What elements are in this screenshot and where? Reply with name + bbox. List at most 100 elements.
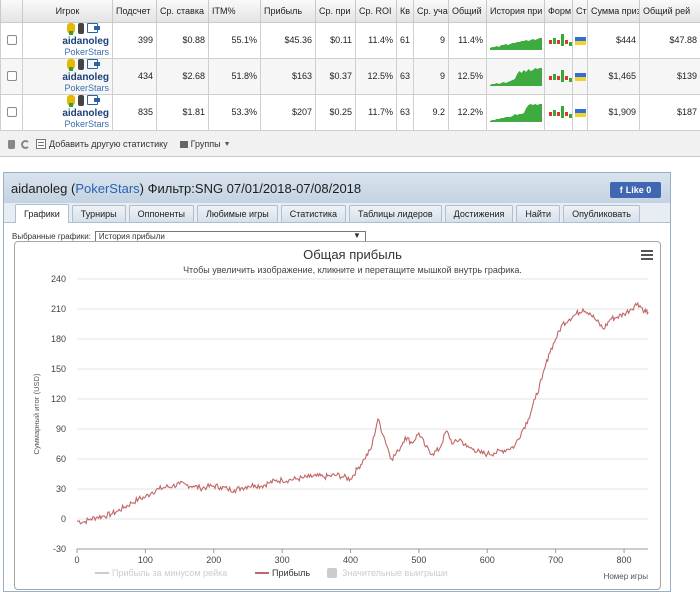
cell-rake: $47.88 <box>639 21 700 59</box>
legend-item[interactable]: Прибыль за минусом рейка <box>112 568 227 578</box>
column-header[interactable]: Форм <box>544 0 573 23</box>
cell-itm: 55.1% <box>208 21 261 59</box>
profit-history-sparkline <box>490 104 542 122</box>
column-header[interactable]: Общий рей <box>639 0 700 23</box>
network-link[interactable]: PokerStars <box>64 83 109 93</box>
profit-history-sparkline <box>490 68 542 86</box>
groups-dropdown[interactable]: Группы ▼ <box>179 139 231 149</box>
tab-3[interactable]: Оппоненты <box>128 205 194 222</box>
export-icon[interactable] <box>87 23 100 33</box>
profit-chart[interactable]: Общая прибыль Чтобы увеличить изображение… <box>15 242 660 589</box>
tab-8[interactable]: Найти <box>516 205 561 222</box>
cell-avg-profit: $0.25 <box>315 93 356 131</box>
column-header[interactable]: История при <box>486 0 545 23</box>
cell-avg-stake: $1.81 <box>156 93 209 131</box>
cell-total-roi: 11.4% <box>448 21 487 59</box>
column-header[interactable]: Ср. при <box>315 0 356 23</box>
column-header[interactable]: Сумма приз <box>587 0 640 23</box>
stats-panel: Игрок Подсчет Ср. ставка ITM% Прибыль Ср… <box>0 0 700 157</box>
ukraine-flag-icon <box>574 108 586 117</box>
column-header[interactable]: Ср. ставка <box>156 0 209 23</box>
flag-cell <box>572 57 588 95</box>
flag-cell <box>572 21 588 59</box>
facebook-like-button[interactable]: f Like 0 <box>610 182 661 198</box>
flag-cell <box>572 93 588 131</box>
profit-history-sparkline-cell <box>486 57 545 95</box>
legend-item[interactable]: Прибыль <box>272 568 310 578</box>
add-stats-label: Добавить другую статистику <box>49 139 168 149</box>
tab-7[interactable]: Достижения <box>444 205 514 222</box>
column-header[interactable]: ITM% <box>208 0 261 23</box>
form-indicator <box>549 70 572 82</box>
form-bar <box>561 34 564 46</box>
refresh-icon[interactable] <box>21 139 30 149</box>
cell-itm: 51.8% <box>208 57 261 95</box>
player-cell: aidanoleg PokerStars <box>22 93 113 131</box>
table-row[interactable]: aidanoleg PokerStars 835 $1.81 53.3% $207 $0… <box>0 93 700 131</box>
column-header[interactable]: Игрок <box>22 0 113 23</box>
export-icon[interactable] <box>87 95 100 105</box>
form-bar <box>565 112 568 116</box>
row-checkbox[interactable] <box>6 71 17 82</box>
column-header[interactable]: Ст <box>572 0 588 23</box>
form-bar <box>549 76 552 80</box>
row-checkbox[interactable] <box>6 107 17 118</box>
tab-1[interactable]: Графики <box>15 204 69 223</box>
tab-5[interactable]: Статистика <box>280 205 347 222</box>
table-row[interactable]: aidanoleg PokerStars 399 $0.88 55.1% $45.36… <box>0 21 700 59</box>
chart-container[interactable]: Общая прибыль Чтобы увеличить изображение… <box>14 241 661 590</box>
cell-avg-roi: 12.5% <box>355 57 397 95</box>
player-name-link[interactable]: aidanoleg <box>62 108 109 119</box>
network-link[interactable]: PokerStars <box>64 119 109 129</box>
profit-history-sparkline-cell <box>486 21 545 59</box>
trash-icon[interactable] <box>8 139 15 149</box>
tab-4[interactable]: Любимые игры <box>196 205 278 222</box>
cell-prize-sum: $1,465 <box>587 57 640 95</box>
chart-selector[interactable]: История прибыли ▼ <box>94 230 366 242</box>
facebook-like-label: Like 0 <box>625 185 652 195</box>
tab-9[interactable]: Опубликовать <box>563 205 640 222</box>
chart-subtitle: Чтобы увеличить изображение, кликните и … <box>183 265 522 275</box>
column-header[interactable]: Ср. ROI <box>355 0 397 23</box>
form-bar <box>565 40 568 44</box>
table-row[interactable]: aidanoleg PokerStars 434 $2.68 51.8% $163 $0… <box>0 57 700 95</box>
player-name-link[interactable]: aidanoleg <box>62 72 109 83</box>
cell-count: 434 <box>112 57 157 95</box>
column-header[interactable]: Прибыль <box>260 0 316 23</box>
chart-title: Общая прибыль <box>303 247 402 262</box>
facebook-icon: f <box>619 185 623 195</box>
cell-rake: $139 <box>639 57 700 95</box>
x-tick-label: 500 <box>411 555 426 565</box>
column-header[interactable]: Ср. уча <box>413 0 449 23</box>
network-link[interactable]: PokerStars <box>75 180 140 196</box>
form-cell <box>544 21 573 59</box>
y-tick-label: 240 <box>51 274 66 284</box>
column-header[interactable]: Общий <box>448 0 487 23</box>
tab-2[interactable]: Турниры <box>71 205 126 222</box>
select-column-header <box>0 0 23 23</box>
hamburger-menu-icon-bar[interactable] <box>641 254 653 256</box>
row-checkbox[interactable] <box>6 35 17 46</box>
hamburger-menu-icon-bar[interactable] <box>641 250 653 252</box>
legend-item[interactable]: Значительные выигрыши <box>342 568 448 578</box>
column-header[interactable]: Подсчет <box>112 0 157 23</box>
cell-avg-profit: $0.11 <box>315 21 356 59</box>
y-tick-label: -30 <box>53 544 66 554</box>
add-stats-button[interactable]: Добавить другую статистику <box>36 139 168 149</box>
profit-history-sparkline-cell <box>486 93 545 131</box>
x-tick-label: 800 <box>617 555 632 565</box>
x-tick-label: 100 <box>138 555 153 565</box>
player-graph-panel: aidanoleg (PokerStars) Фильтр:SNG 07/01/… <box>3 172 671 592</box>
form-bar <box>561 106 564 118</box>
hamburger-menu-icon-bar[interactable] <box>641 258 653 260</box>
form-bar <box>549 40 552 44</box>
export-icon[interactable] <box>87 59 100 69</box>
cell-count: 835 <box>112 93 157 131</box>
y-tick-label: 60 <box>56 454 66 464</box>
player-name-link[interactable]: aidanoleg <box>62 36 109 47</box>
column-header[interactable]: Кв <box>396 0 414 23</box>
cell-avg-profit: $0.37 <box>315 57 356 95</box>
network-link[interactable]: PokerStars <box>64 47 109 57</box>
tab-6[interactable]: Таблицы лидеров <box>349 205 442 222</box>
y-axis-label: Суммарный итог (USD) <box>32 373 41 454</box>
